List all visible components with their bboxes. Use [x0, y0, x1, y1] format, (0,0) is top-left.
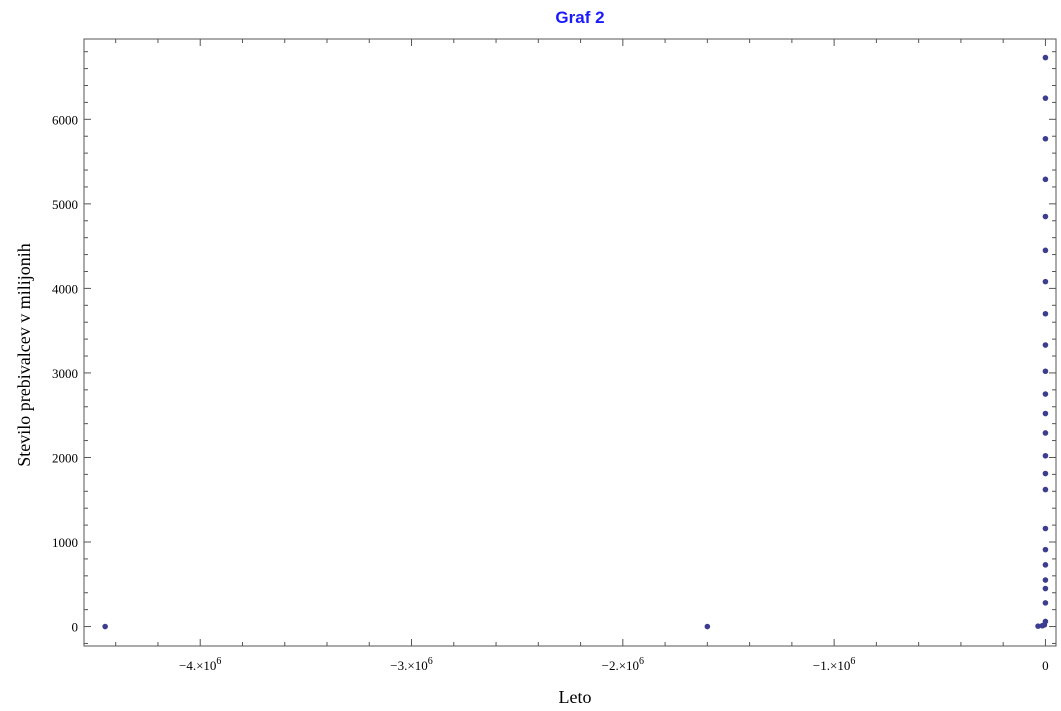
- data-point: [1042, 54, 1049, 61]
- data-point: [1042, 486, 1049, 493]
- data-point: [1042, 310, 1049, 317]
- data-point: [1042, 525, 1049, 532]
- data-point: [1042, 391, 1049, 397]
- x-tick-label: 0: [1042, 658, 1049, 673]
- x-tick-label: −4.×106: [179, 656, 221, 673]
- x-tick-label: −2.×106: [602, 656, 644, 673]
- x-tick-label: −1.×106: [813, 656, 855, 673]
- data-point: [1042, 135, 1049, 142]
- y-axis-title: Stevilo prebivalcev v milijonih: [14, 243, 34, 466]
- y-axis-tick-labels: 0 1000 2000 3000 4000 5000 6000: [52, 112, 78, 634]
- data-point: [1042, 546, 1049, 553]
- data-point: [1042, 470, 1049, 477]
- data-point: [1035, 623, 1041, 629]
- data-point: [1042, 278, 1049, 285]
- x-tick-label: −3.×106: [390, 656, 432, 673]
- data-point: [102, 623, 108, 630]
- data-point: [1042, 213, 1049, 220]
- y-tick-label: 6000: [52, 112, 78, 127]
- y-tick-label: 1000: [52, 535, 78, 550]
- data-point: [1042, 95, 1049, 101]
- y-tick-label: 4000: [52, 281, 78, 296]
- data-point: [1042, 600, 1049, 606]
- data-point: [1042, 176, 1049, 183]
- y-tick-label: 2000: [52, 450, 78, 465]
- data-point: [1042, 562, 1049, 568]
- data-point: [1042, 342, 1049, 348]
- axis-ticks: [84, 39, 1056, 646]
- data-point: [1042, 452, 1049, 459]
- data-point: [1042, 577, 1049, 583]
- data-point: [1042, 410, 1049, 417]
- x-axis-tick-labels: −4.×106 −3.×106 −2.×106 −1.×106 0: [179, 656, 1049, 673]
- data-point: [704, 623, 711, 630]
- chart-title: Graf 2: [555, 8, 604, 27]
- x-axis-title: Leto: [559, 687, 592, 707]
- data-point: [1042, 247, 1049, 254]
- data-point: [1042, 585, 1049, 592]
- y-tick-label: 3000: [52, 366, 78, 381]
- data-point: [1042, 618, 1049, 625]
- plot-frame: [83, 38, 1057, 647]
- y-tick-label: 0: [72, 620, 79, 635]
- y-tick-label: 5000: [52, 197, 78, 212]
- data-points: [102, 54, 1049, 630]
- data-point: [1042, 368, 1049, 375]
- data-point: [1042, 430, 1049, 436]
